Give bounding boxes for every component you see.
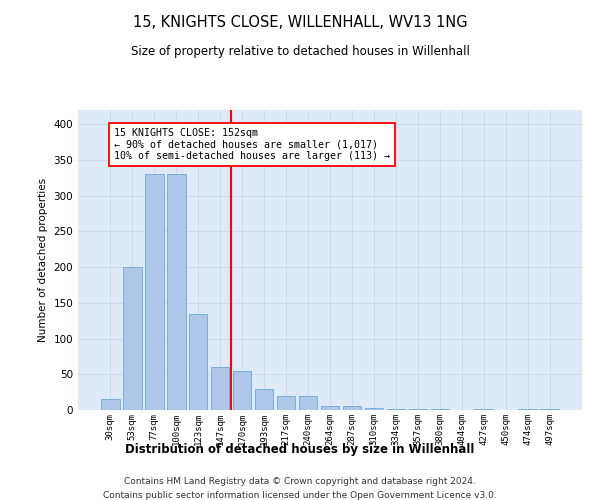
Bar	[167, 174, 185, 410]
Bar	[386, 408, 405, 410]
Bar	[343, 406, 361, 410]
Y-axis label: Number of detached properties: Number of detached properties	[38, 178, 48, 342]
Bar	[145, 174, 164, 410]
Bar	[518, 408, 537, 410]
Bar	[101, 400, 119, 410]
Bar	[277, 396, 295, 410]
Bar	[475, 408, 493, 410]
Text: Contains HM Land Registry data © Crown copyright and database right 2024.: Contains HM Land Registry data © Crown c…	[124, 478, 476, 486]
Bar	[320, 406, 340, 410]
Bar	[431, 408, 449, 410]
Text: Distribution of detached houses by size in Willenhall: Distribution of detached houses by size …	[125, 442, 475, 456]
Bar	[233, 370, 251, 410]
Text: Size of property relative to detached houses in Willenhall: Size of property relative to detached ho…	[131, 45, 469, 58]
Text: Contains public sector information licensed under the Open Government Licence v3: Contains public sector information licen…	[103, 491, 497, 500]
Bar	[123, 267, 142, 410]
Bar	[541, 408, 559, 410]
Bar	[409, 408, 427, 410]
Bar	[365, 408, 383, 410]
Bar	[189, 314, 208, 410]
Bar	[255, 388, 274, 410]
Bar	[299, 396, 317, 410]
Text: 15, KNIGHTS CLOSE, WILLENHALL, WV13 1NG: 15, KNIGHTS CLOSE, WILLENHALL, WV13 1NG	[133, 15, 467, 30]
Bar	[211, 367, 229, 410]
Text: 15 KNIGHTS CLOSE: 152sqm
← 90% of detached houses are smaller (1,017)
10% of sem: 15 KNIGHTS CLOSE: 152sqm ← 90% of detach…	[113, 128, 389, 161]
